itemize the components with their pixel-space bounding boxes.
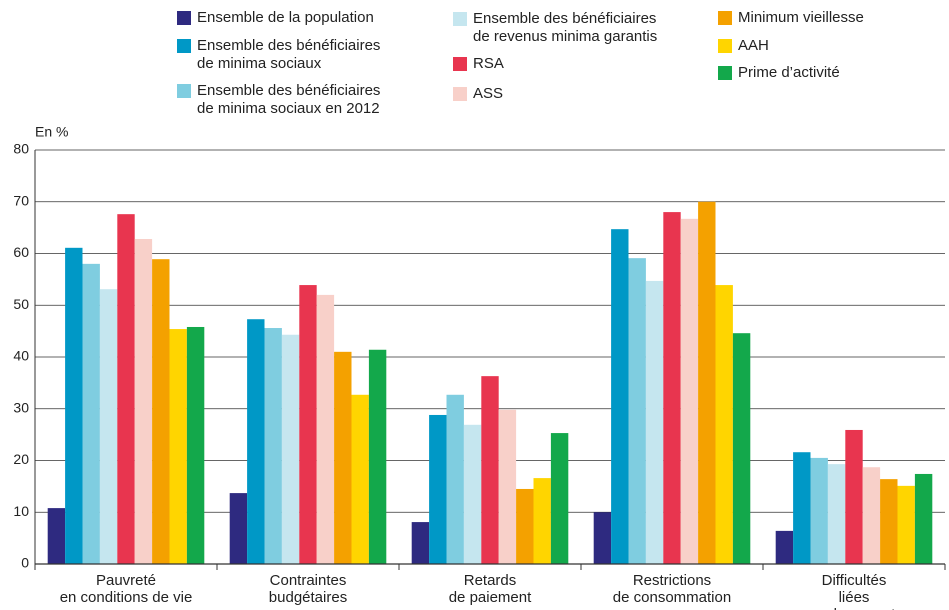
bar: [732, 333, 751, 564]
bar: [316, 294, 335, 564]
bar: [229, 493, 248, 564]
bar: [152, 259, 170, 564]
bar: [663, 212, 681, 564]
legend-label: AAH: [738, 37, 769, 54]
bar: [299, 285, 317, 564]
legend-swatch: [177, 39, 191, 53]
bar: [446, 394, 464, 564]
bar: [645, 280, 664, 564]
legend-label: Ensemble des bénéficiaires de minima soc…: [197, 82, 381, 117]
y-tick-label: 50: [13, 296, 29, 312]
legend-label: RSA: [473, 55, 504, 72]
y-tick-label: 40: [13, 348, 29, 364]
bar: [914, 473, 933, 564]
bar: [47, 508, 66, 564]
x-tick-label: Pauvreté en conditions de vie: [59, 572, 193, 606]
bar: [810, 457, 828, 564]
bar: [481, 376, 499, 564]
legend-swatch: [453, 12, 467, 26]
bar: [680, 218, 699, 564]
legend-swatch: [718, 11, 732, 25]
y-unit-label: En %: [35, 124, 68, 140]
legend-label: Ensemble des bénéficiaires de revenus mi…: [473, 10, 658, 45]
bar: [186, 326, 205, 564]
x-tick-label: Difficultés liées au logement: [813, 572, 896, 610]
bar: [533, 478, 551, 564]
bar: [550, 433, 569, 564]
bar: [715, 285, 733, 564]
y-tick-label: 0: [21, 555, 29, 571]
bar: [134, 239, 153, 564]
legend-label: ASS: [473, 85, 504, 102]
bar: [593, 512, 612, 564]
legend-swatch: [177, 11, 191, 25]
legend-swatch: [718, 39, 732, 53]
legend-swatch: [453, 87, 467, 101]
bar: [411, 522, 430, 564]
bar: [880, 479, 898, 564]
y-tick-label: 80: [13, 141, 29, 157]
legend-swatch: [453, 57, 467, 71]
bar: [281, 334, 300, 564]
x-tick-label: Restrictions de consommation: [612, 572, 732, 606]
legend-label: Minimum vieillesse: [738, 9, 864, 26]
legend-swatch: [718, 66, 732, 80]
bar: [169, 329, 187, 564]
bar: [827, 464, 846, 564]
bar: [368, 349, 387, 564]
bar: [117, 214, 135, 565]
bar: [351, 394, 369, 564]
bar: [862, 467, 881, 564]
bar: [611, 229, 629, 565]
legend-label: Ensemble de la population: [197, 9, 374, 26]
bar: [845, 429, 863, 564]
bar: [65, 247, 83, 564]
bar: [516, 488, 534, 564]
y-tick-label: 70: [13, 192, 29, 208]
x-tick-label: Contraintes budgétaires: [268, 572, 348, 606]
x-tick-label: Retards de paiement: [448, 572, 532, 606]
bar: [429, 414, 447, 564]
bar: [99, 289, 118, 564]
bar: [775, 530, 794, 564]
bar: [698, 201, 716, 564]
y-tick-label: 60: [13, 244, 29, 260]
legend-label: Prime d’activité: [738, 64, 840, 81]
y-tick-label: 30: [13, 399, 29, 415]
bar: [463, 424, 482, 564]
legend-label: Ensemble des bénéficiaires de minima soc…: [197, 37, 381, 72]
y-tick-label: 10: [13, 503, 29, 519]
bar: [247, 319, 265, 564]
bar: [334, 351, 352, 564]
bar: [628, 258, 646, 564]
y-tick-label: 20: [13, 451, 29, 467]
bar: [793, 452, 811, 564]
legend-swatch: [177, 84, 191, 98]
bar: [264, 328, 282, 564]
bar: [82, 263, 100, 564]
bar: [498, 409, 517, 564]
bar: [897, 485, 915, 564]
